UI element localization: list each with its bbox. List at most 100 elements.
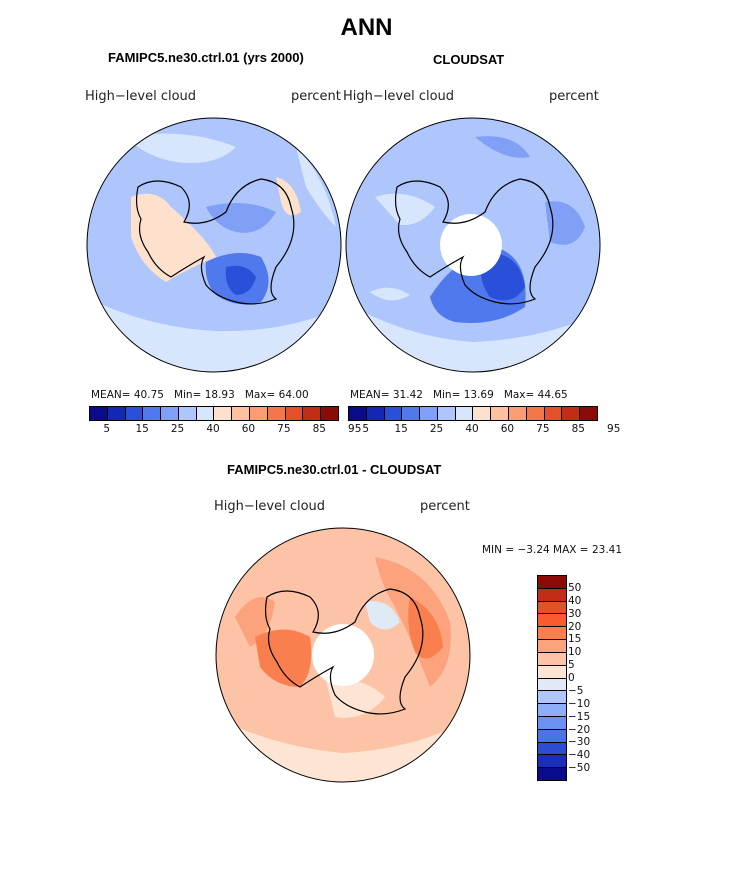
right-colorbar-tick-label: 95 [607,423,621,435]
left-colorbar-swatch [106,407,125,420]
diff-colorbar-tick-label: −5 [568,684,584,697]
left-min-label: Min= [173,389,202,401]
right-colorbar-swatch [365,407,384,420]
diff-colorbar-tick-label: 5 [568,659,575,672]
left-map-warm-patch-east [276,177,301,216]
left-colorbar-tick-label: 60 [241,423,256,435]
left-colorbar-swatch [302,407,321,420]
right-colorbar-tick-label: 40 [465,423,479,435]
left-panel-units-label: percent [291,89,341,104]
diff-colorbar-tick-label: −20 [568,723,591,736]
right-colorbar-tick-label: 15 [394,423,408,435]
diff-colorbar-swatch [538,767,566,780]
diff-map-coastline [264,588,424,715]
left-max-value: 64.00 [278,389,309,401]
left-panel-variable-label: High−level cloud [85,89,197,104]
left-colorbar-swatch [177,407,196,420]
left-mean-value: 40.75 [133,389,164,401]
diff-colorbar-tick-label: 10 [568,646,582,659]
right-polar-map [345,117,601,373]
right-map-blue-patch-east [545,201,585,245]
right-colorbar-swatch [561,407,580,420]
diff-colorbar-tick-label: −40 [568,749,591,762]
right-map-light-patch-southwest [370,287,410,301]
right-panel-stats: MEAN= 31.42 Min= 13.69 Max= 44.65 [350,389,568,401]
right-max-label: Max= [503,389,535,401]
diff-colorbar-swatch [538,613,566,627]
right-mean-value: 31.42 [392,389,423,401]
left-map-light-band-north [126,133,236,163]
diff-map-cool-patch [365,601,400,630]
diff-colorbar-tick-label: −10 [568,697,591,710]
left-colorbar-tick-label: 25 [170,423,185,435]
right-colorbar [348,406,598,421]
left-colorbar-swatch [320,407,338,420]
right-max-value: 44.65 [537,389,568,401]
right-colorbar-swatch [525,407,544,420]
diff-colorbar-swatch [538,576,566,588]
right-colorbar-tick-label: 60 [500,423,515,435]
diff-map-red-patch-east [408,597,443,659]
left-colorbar-tick-label: 75 [277,423,291,435]
left-colorbar-swatch [90,407,107,420]
right-colorbar-swatch [490,407,509,420]
diff-colorbar-tick-label: 20 [568,620,582,633]
right-colorbar-swatch [472,407,491,420]
left-colorbar-swatch [213,407,232,420]
right-map-missing-data-hole [440,214,502,276]
right-panel-subtitle: CLOUDSAT [433,52,505,67]
diff-colorbar-swatch [538,651,566,665]
left-panel-stats: MEAN= 40.75 Min= 18.93 Max= 64.00 [91,389,309,401]
left-map-light-band-south [87,297,341,372]
diff-colorbar-tick-label: −50 [568,762,591,775]
diff-colorbar-swatch [538,703,566,716]
right-colorbar-swatch [349,407,366,420]
right-colorbar-swatch [454,407,473,420]
diff-colorbar-tick-label: 15 [568,633,582,646]
right-mean-label: MEAN= [350,389,390,401]
left-map-light-band-east [296,147,336,227]
right-colorbar-swatch [401,407,420,420]
right-panel-variable-label: High−level cloud [343,89,455,104]
left-colorbar-tick-label: 40 [206,423,220,435]
diff-colorbar-swatch [538,715,566,729]
right-min-label: Min= [432,389,461,401]
diff-colorbar [537,575,567,781]
left-colorbar-tick-label: 95 [348,423,362,435]
diff-min-label: MIN = [482,544,515,556]
left-max-label: Max= [244,389,276,401]
left-panel-subtitle: FAMIPC5.ne30.ctrl.01 (yrs 2000) [108,50,304,65]
diff-colorbar-tick-label: 40 [568,594,582,607]
left-map-coastline [135,178,295,305]
left-colorbar-swatch [195,407,214,420]
left-colorbar-swatch [266,407,285,420]
right-colorbar-tick-label: 75 [536,423,550,435]
left-map-blue-patch-center [206,203,276,233]
left-colorbar-swatch [124,407,143,420]
left-colorbar-ticks: 5 15 25 40 60 75 85 95 [89,423,361,437]
right-map-frame [345,117,601,373]
right-map-light-patch-west [375,193,435,226]
diff-colorbar-tick-label: −30 [568,736,591,749]
left-map-blue-patch-2 [225,265,256,295]
diff-panel-units-label: percent [420,499,470,514]
diff-polar-map [215,527,471,783]
right-min-value: 13.69 [463,389,494,401]
left-colorbar-swatch [160,407,178,420]
diff-max-value: 23.41 [591,544,623,556]
left-polar-map [86,117,342,373]
right-panel-units-label: percent [549,89,599,104]
left-colorbar-tick-label: 85 [312,423,326,435]
diff-colorbar-swatch [538,690,566,704]
right-map-coastline [394,178,554,305]
right-map-blue-patch-north [475,136,530,158]
figure-title: ANN [340,14,393,41]
right-colorbar-swatch [436,407,455,420]
right-colorbar-tick-label: 85 [571,423,585,435]
right-colorbar-swatch [508,407,526,420]
diff-colorbar-swatch [538,728,566,742]
diff-colorbar-swatch [538,587,566,601]
diff-colorbar-tick-label: 50 [568,581,582,594]
right-colorbar-tick-label: 25 [429,423,444,435]
diff-colorbar-tick-label: 30 [568,607,582,620]
